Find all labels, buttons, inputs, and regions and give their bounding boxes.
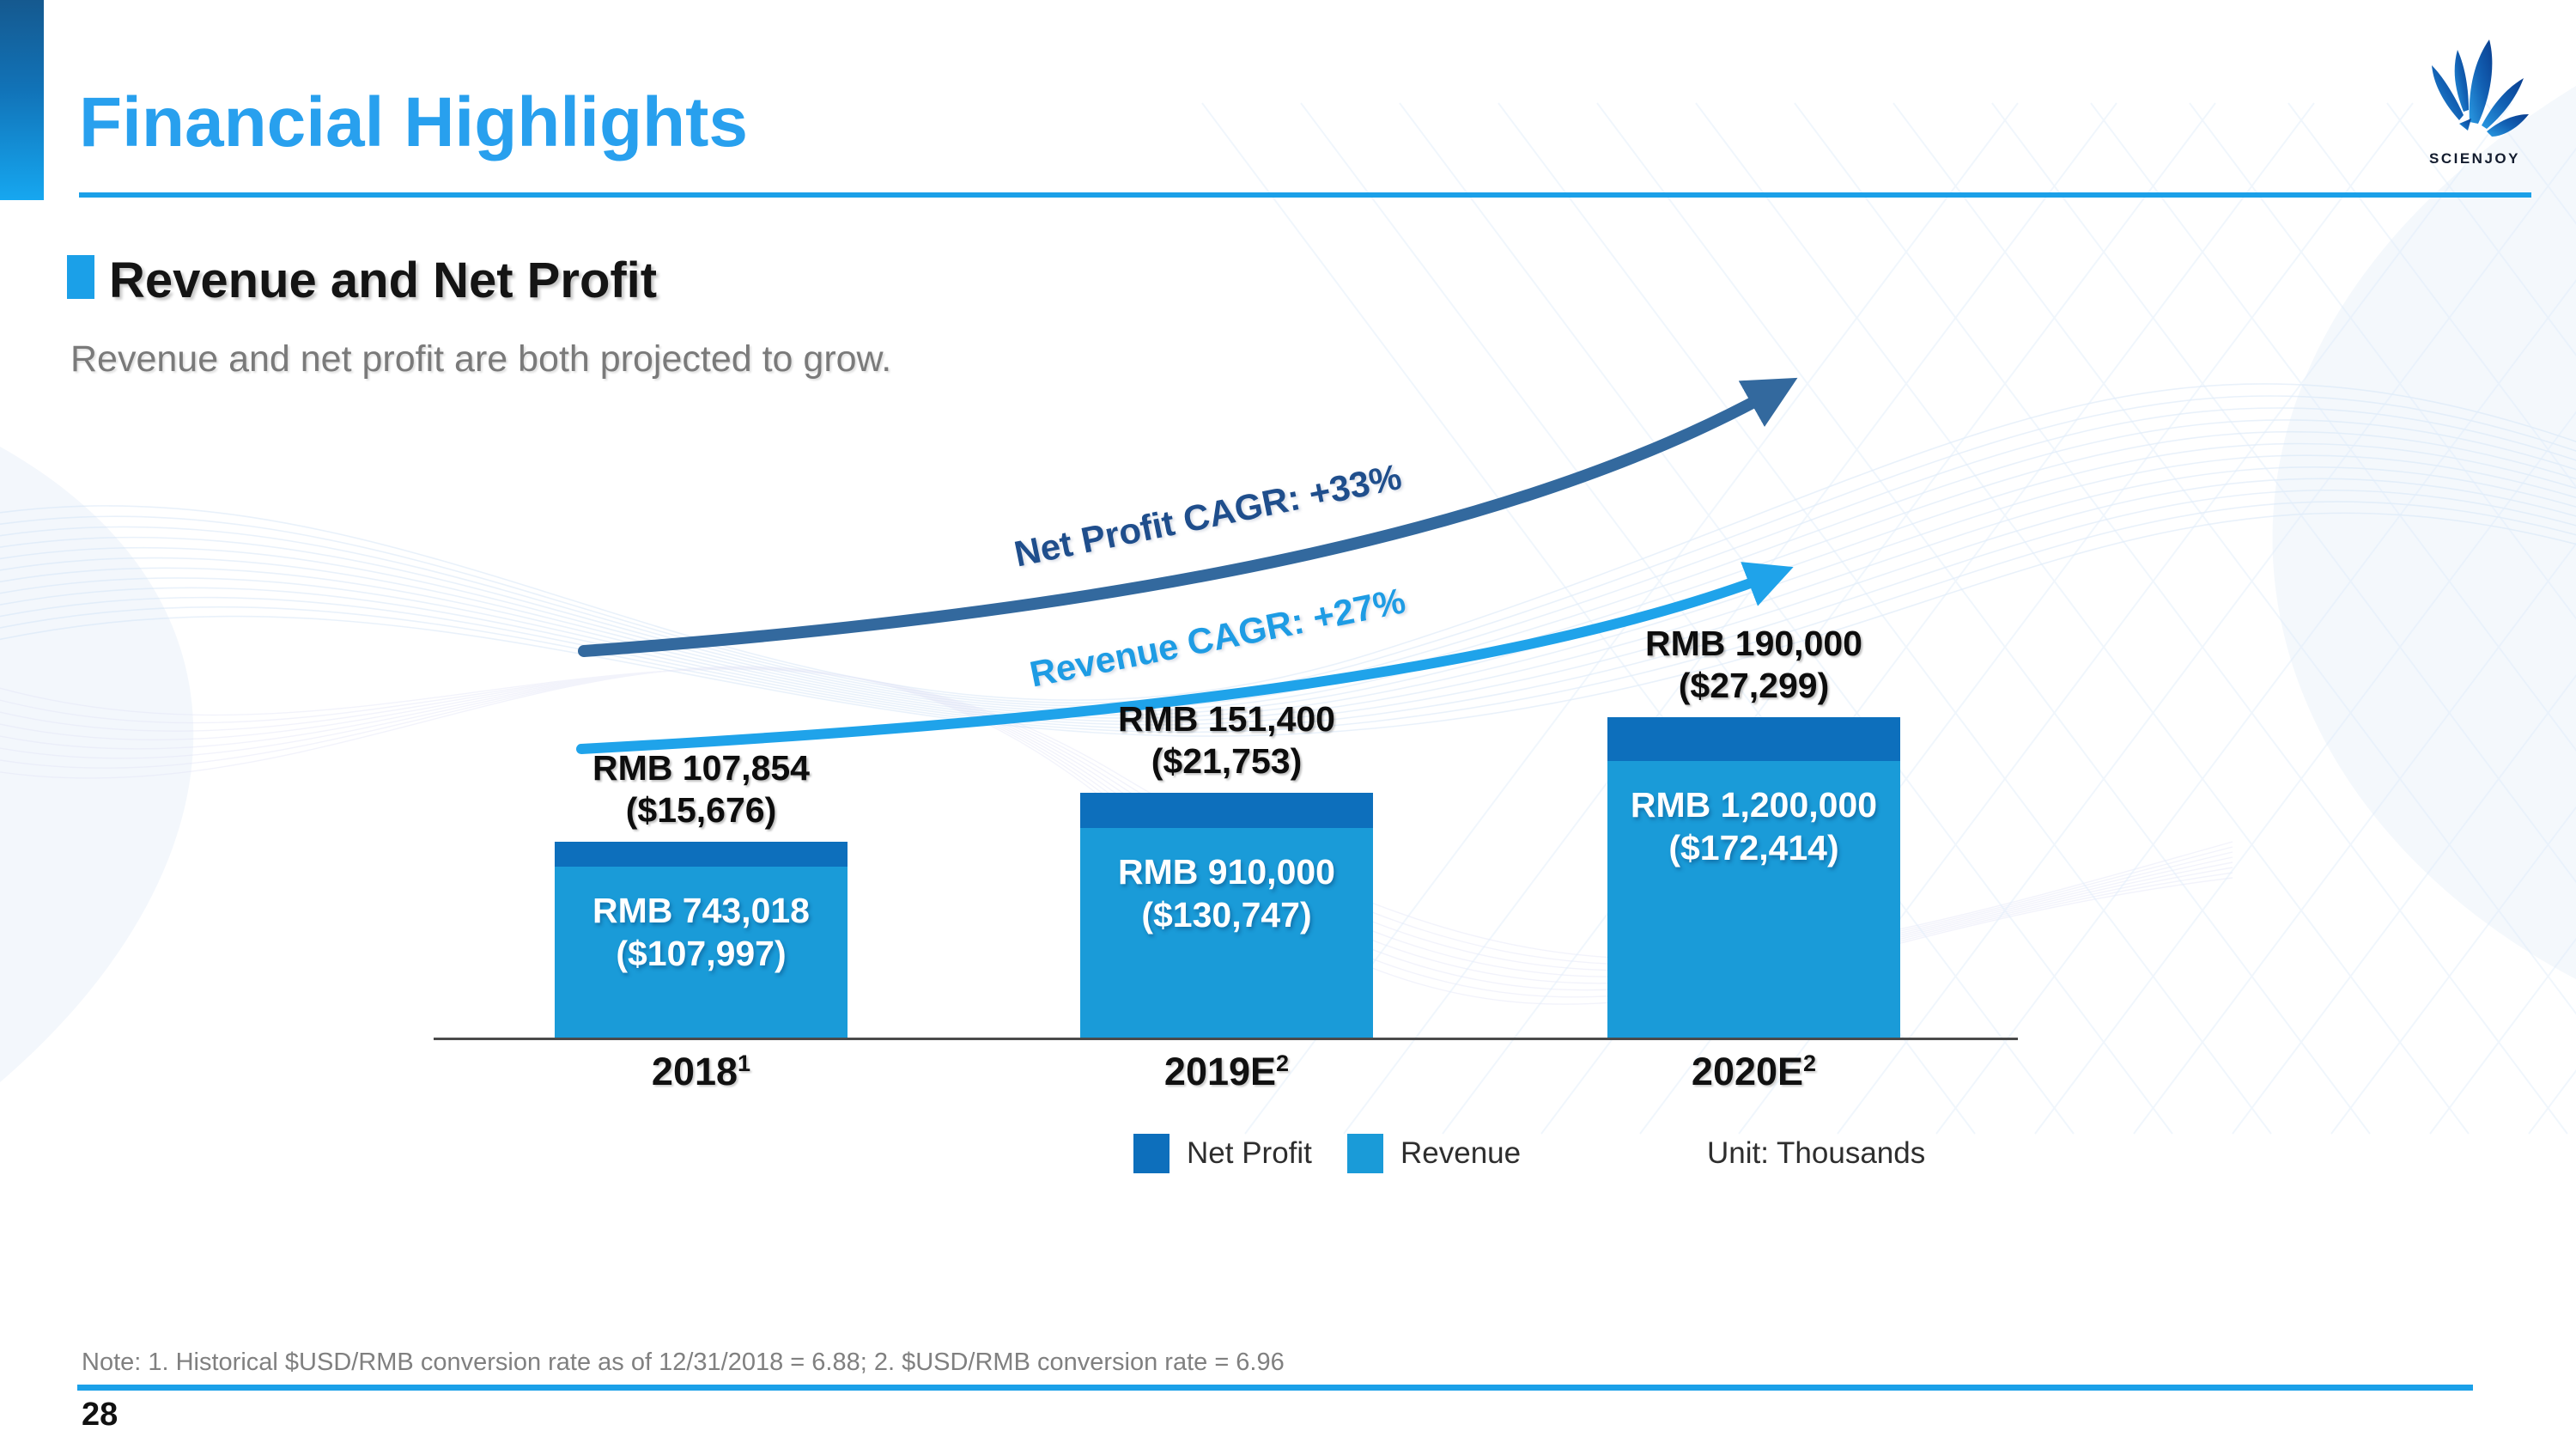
bar-2019E-revenue-value-label: RMB 910,000 ($130,747) — [1118, 852, 1335, 935]
background-lattice-line — [2232, 673, 2576, 1135]
bar-2018-net-profit-value-label: RMB 107,854 ($15,676) — [592, 748, 810, 830]
page-title: Financial Highlights — [79, 83, 749, 161]
bar-2020E-net-profit-value-label: RMB 190,000 ($27,299) — [1645, 624, 1862, 705]
logo-wordmark: SCIENJOY — [2429, 150, 2520, 167]
title-underline — [79, 192, 2531, 198]
scienjoy-logo: SCIENJOY — [2429, 40, 2529, 167]
background-wash-left — [0, 447, 194, 1082]
bar-2020E-revenue-segment — [1607, 761, 1900, 1039]
background-lattice-line — [1343, 102, 2117, 1135]
background-lattice-line — [1300, 102, 2075, 1135]
footer-divider — [77, 1385, 2473, 1391]
background-lattice-line — [2090, 102, 2576, 752]
background-wave-line — [0, 501, 2576, 734]
background-lattice-line — [1695, 102, 2470, 1135]
bar-2019E-net-profit-value-label: RMB 151,400 ($21,753) — [1118, 699, 1335, 781]
bar-2018-net-profit-segment — [555, 842, 848, 867]
background-wave-line — [0, 466, 2576, 722]
background-lattice-line — [2386, 102, 2576, 357]
x-axis-label-2018: 20181 — [651, 1050, 751, 1093]
background-lattice-line — [2429, 937, 2576, 1135]
background-lattice-line — [2133, 542, 2576, 1135]
background-lattice-line — [1837, 147, 2576, 1135]
bar-2019E-net-profit-segment — [1080, 793, 1373, 828]
bar-2020E-net-profit-segment — [1607, 717, 1900, 761]
background-wave-line — [0, 383, 2576, 701]
x-axis-label-2020E: 2020E2 — [1691, 1050, 1817, 1093]
legend-revenue-label: Revenue — [1400, 1136, 1522, 1170]
section-subtitle: Revenue and net profit are both projecte… — [70, 338, 892, 380]
chart-x-axis — [434, 1038, 2018, 1040]
footnote: Note: 1. Historical $USD/RMB conversion … — [82, 1349, 1285, 1376]
net-profit-curve-arrow — [578, 377, 1798, 657]
background-lattice-line — [1893, 102, 2576, 1015]
background-lattice-line — [2287, 102, 2576, 489]
section-bullet — [67, 255, 94, 299]
bar-2019E-revenue-segment — [1080, 828, 1373, 1039]
bar-2018-revenue-segment — [555, 867, 848, 1039]
background-lattice-line — [1794, 102, 2568, 1135]
logo-wings-icon — [2432, 40, 2529, 137]
revenue-curve-arrow — [576, 562, 1794, 754]
background-wash-right — [2272, 86, 2576, 979]
background-lattice-line — [2330, 806, 2576, 1135]
background-wave-line — [0, 489, 2576, 729]
background-lattice-line — [1935, 278, 2576, 1135]
legend-revenue-swatch — [1347, 1134, 1383, 1173]
background-lattice-line — [1498, 102, 2272, 1135]
background-lattice-line — [1596, 102, 2371, 1135]
background-wave-line — [0, 478, 2576, 726]
left-accent-bar — [0, 0, 44, 200]
unit-label: Unit: Thousands — [1707, 1136, 1926, 1170]
page-number: 28 — [82, 1397, 118, 1433]
background-lattice-line — [1442, 102, 2216, 1135]
background-wave-line — [0, 430, 2576, 713]
background-lattice-line — [2189, 102, 2576, 620]
bar-2018-revenue-value-label: RMB 743,018 ($107,997) — [592, 891, 810, 973]
background-lattice-line — [1991, 102, 2576, 884]
section-heading: Revenue and Net Profit — [109, 253, 658, 308]
background-wave-line — [0, 395, 2576, 704]
background-wave-line — [0, 454, 2576, 719]
background-wave-line — [0, 512, 2576, 737]
legend-net-profit-swatch — [1133, 1134, 1170, 1173]
legend-net-profit-label: Net Profit — [1187, 1136, 1312, 1170]
bar-2020E-revenue-value-label: RMB 1,200,000 ($172,414) — [1630, 785, 1878, 868]
x-axis-label-2019E: 2019E2 — [1163, 1050, 1290, 1093]
background-lattice-line — [1399, 102, 2173, 1135]
background-lattice-line — [2034, 411, 2576, 1135]
background-wave-line — [0, 442, 2576, 716]
